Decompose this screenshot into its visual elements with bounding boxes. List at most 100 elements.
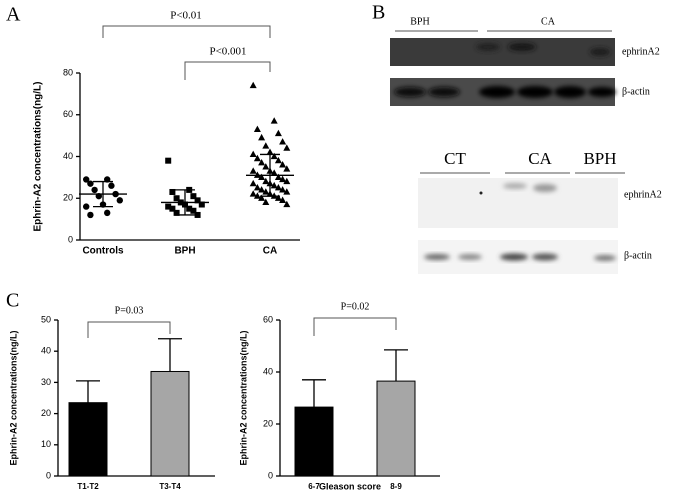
data-point [262,142,270,149]
data-point [169,188,176,195]
sd-bar [93,180,113,208]
data-point [258,194,266,201]
y-axis-label: Ephrin-A2 concentrations(ng/L) [238,330,248,465]
data-point [270,117,278,124]
x-tick-label: T3-T4 [159,482,181,491]
data-point [83,176,90,183]
data-point [198,201,205,208]
y-axis-label: Ephrin-A2 concentrations(ng/L) [33,82,44,232]
data-point [279,138,287,145]
x-tick-label: BPH [174,246,195,257]
blot-row-label: ephrinA2 [622,46,660,57]
data-point [165,157,172,164]
y-tick-label: 0 [268,470,273,480]
data-point [274,129,282,137]
data-point [279,186,287,193]
data-point [249,190,257,197]
x-tick-label: 6-7 [308,482,320,491]
y-tick-label: 10 [41,439,51,449]
data-point [116,197,124,204]
data-point [283,144,291,151]
blot-group: BPH [583,149,616,168]
sd-bar [175,189,195,216]
data-point [190,207,197,214]
y-tick-label: 50 [41,314,51,324]
bar [294,406,334,477]
y-tick-label: 30 [41,377,51,387]
data-point [104,209,111,217]
data-point [274,194,282,201]
data-point [249,150,257,158]
data-point [194,211,201,218]
data-point [270,169,278,176]
data-point [283,188,291,195]
x-tick-label: T1-T2 [77,482,99,491]
data-point [262,163,270,170]
panel-label: C [6,290,19,312]
y-tick-label: 60 [263,314,273,324]
annotation: P=0.02 [341,301,370,312]
data-point [270,152,278,160]
data-point [253,184,261,191]
data-point [279,196,287,203]
data-point [249,167,257,174]
data-point [249,179,257,187]
data-point [258,173,266,180]
blot-row-label: β-actin [624,250,652,261]
data-point [169,205,176,212]
data-point [274,184,282,191]
data-point [87,180,94,187]
y-axis-label: Ephrin-A2 concentrations(ng/L) [8,330,18,465]
data-point [194,197,201,204]
data-point [279,161,287,168]
blot-image [418,178,618,274]
data-point [165,203,172,210]
data-point [173,209,180,216]
data-point [283,165,291,172]
bracket [87,321,171,338]
data-point [262,188,270,195]
sd-bar [260,153,280,197]
data-point [279,175,287,183]
data-point [253,192,261,199]
panel-label: B [372,2,385,24]
data-point [283,177,291,185]
blot-image [390,38,616,106]
bracket [184,61,271,80]
bar [68,402,108,477]
error-bar [384,349,408,382]
data-point [173,195,180,202]
bracket [102,25,271,38]
data-point [186,205,193,212]
data-point [83,203,90,210]
x-tick-label: CA [263,246,277,257]
blot-row-label: ephrinA2 [624,189,662,200]
y-tick-label: 80 [63,67,73,77]
data-point [258,186,266,193]
data-point [253,125,261,132]
blot-group: CA [528,149,552,168]
data-point [258,158,266,166]
data-point [258,133,266,141]
y-tick-label: 40 [263,366,273,376]
y-tick-label: 0 [46,470,51,480]
bracket [313,317,397,336]
y-tick-label: 20 [41,408,51,418]
data-point [253,154,261,162]
data-point [283,200,291,208]
data-point [249,81,257,89]
x-axis-label: Gleason score [319,481,381,491]
bar [376,380,416,477]
error-bar [76,380,100,403]
y-tick-label: 40 [63,151,73,161]
y-tick-label: 20 [63,193,73,203]
y-tick-label: 60 [63,109,73,119]
data-point [108,182,115,189]
annotation: P=0.03 [115,305,144,316]
data-point [274,173,282,180]
annotation: P<0.01 [170,10,202,22]
blot-row-label: β-actin [622,86,650,97]
y-tick-label: 20 [263,418,273,428]
blot-group: CT [444,149,466,168]
